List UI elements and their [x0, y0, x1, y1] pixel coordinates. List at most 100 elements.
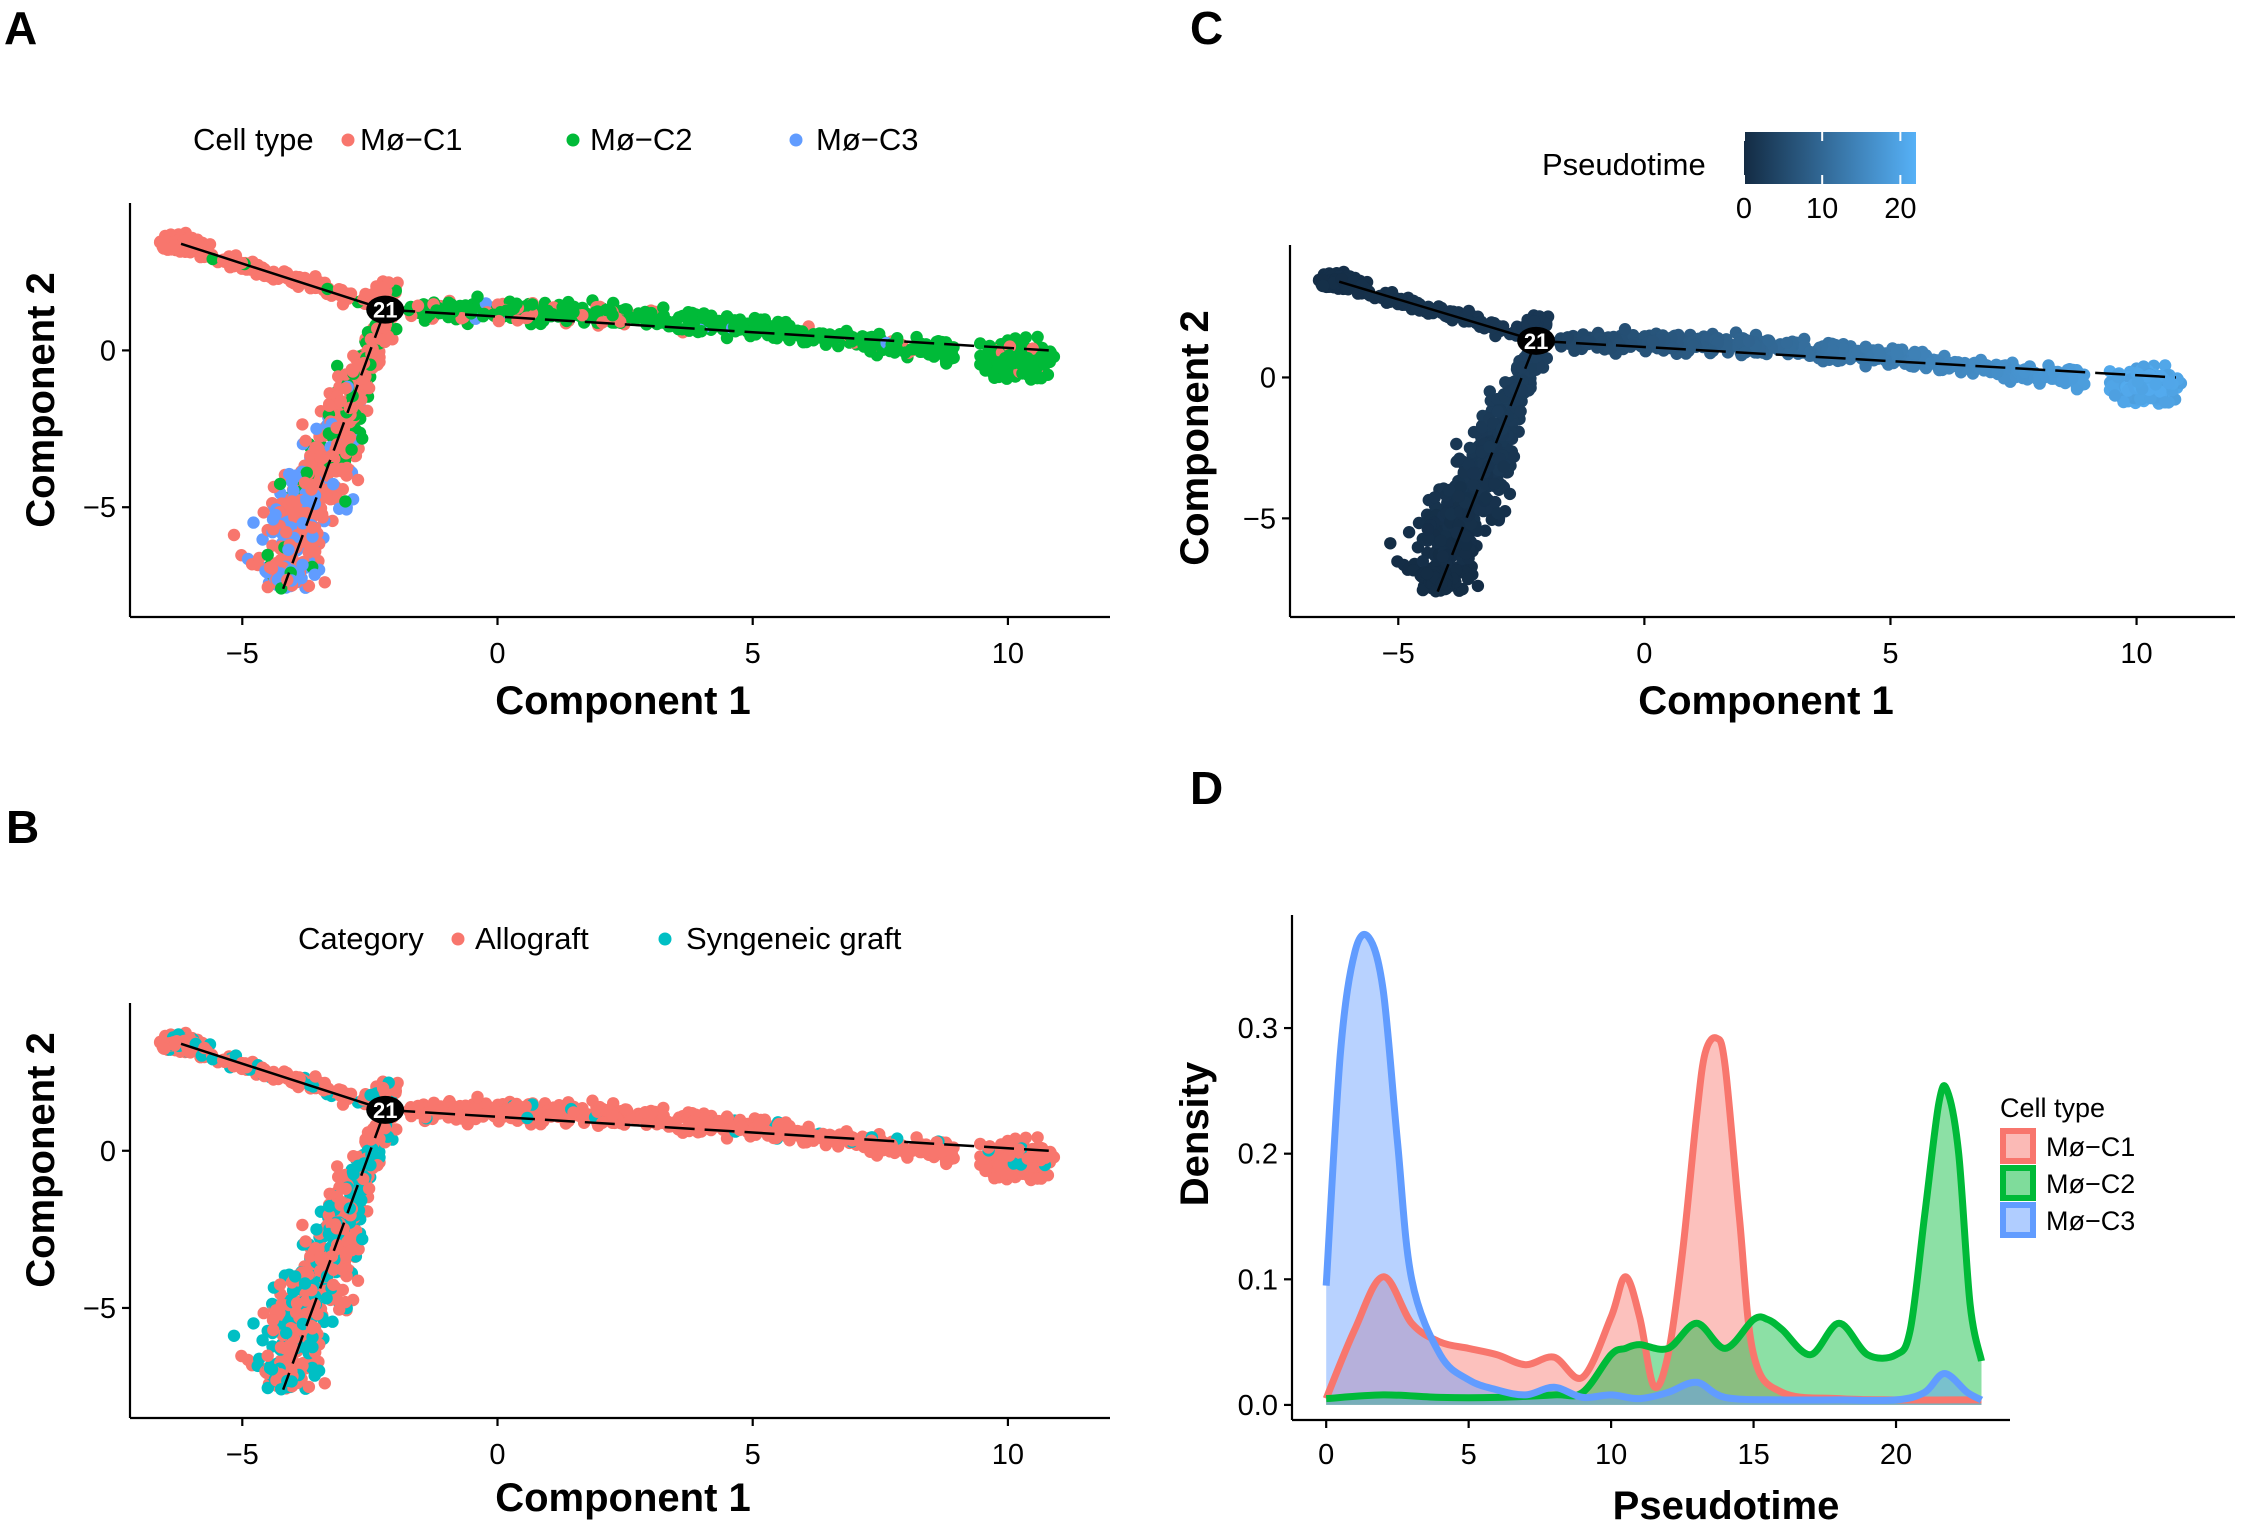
- cell-point: [915, 337, 928, 351]
- trajectory-branch-bottom: [281, 309, 387, 590]
- cell-point: [1483, 440, 1496, 454]
- x-tick-label: −5: [226, 1439, 259, 1471]
- panel-label-a: A: [4, 2, 37, 54]
- panel-c-points: [1312, 265, 2188, 598]
- cell-point: [772, 318, 785, 332]
- cell-point: [296, 517, 310, 530]
- cell-point: [1452, 490, 1465, 503]
- legend-label-allograft: Allograft: [475, 921, 589, 956]
- cell-point: [500, 1104, 513, 1118]
- cell-point: [306, 530, 319, 543]
- cell-point: [1908, 348, 1922, 361]
- cell-point: [339, 1182, 352, 1196]
- cell-point: [639, 305, 652, 319]
- panel-a-points: [153, 226, 1061, 595]
- trajectory-branch-left: [180, 242, 386, 311]
- panel-b-scatter: Category Allograft Syngeneic graft 21 −5…: [19, 921, 1110, 1520]
- cell-point: [327, 477, 340, 491]
- panel-b-legend: Category Allograft Syngeneic graft: [298, 921, 902, 956]
- cell-point: [1463, 441, 1477, 455]
- cell-point: [227, 528, 241, 542]
- cell-point: [282, 543, 295, 556]
- cell-point: [184, 1046, 197, 1059]
- cell-point: [364, 333, 378, 346]
- cell-point: [158, 242, 171, 255]
- cell-point: [1031, 1172, 1044, 1185]
- cell-point: [331, 359, 344, 373]
- cell-point: [288, 1270, 302, 1283]
- cell-point: [336, 483, 349, 496]
- legend-label-syngeneic: Syngeneic graft: [686, 921, 902, 956]
- cell-point: [477, 1108, 491, 1121]
- cell-point: [313, 1251, 327, 1264]
- cell-point: [261, 548, 274, 562]
- cell-point: [302, 579, 316, 593]
- cell-point: [332, 283, 346, 296]
- cell-point: [979, 364, 992, 377]
- cell-point: [447, 305, 460, 318]
- cell-point: [339, 495, 352, 508]
- cell-point: [320, 491, 333, 504]
- cell-point: [300, 466, 313, 479]
- colorbar-tick-label: 0: [1736, 193, 1752, 225]
- cell-point: [2056, 373, 2070, 387]
- panel-a-legend: Cell type Mø−C1 Mø−C2 Mø−C3: [193, 122, 919, 157]
- y-tick-label: 0: [100, 1136, 116, 1168]
- cell-point: [390, 322, 403, 336]
- cell-point: [935, 345, 948, 358]
- cell-point: [345, 443, 358, 456]
- trajectory-branch-left: [180, 1042, 386, 1112]
- cell-point: [1491, 506, 1504, 520]
- cell-point: [1034, 350, 1048, 363]
- cell-point: [318, 1377, 331, 1390]
- cell-point: [266, 1314, 280, 1327]
- cell-point: [1980, 362, 1993, 375]
- x-tick-label: 10: [992, 638, 1024, 670]
- cell-point: [1612, 338, 1626, 351]
- cell-point: [1436, 550, 1450, 563]
- cell-point: [1497, 460, 1510, 473]
- cell-point: [357, 372, 370, 385]
- cell-point: [345, 1244, 358, 1257]
- cell-point: [247, 516, 260, 529]
- cell-point: [979, 1164, 992, 1178]
- cell-point: [184, 246, 197, 259]
- cell-point: [339, 382, 352, 395]
- x-axis-title: Component 1: [495, 1476, 751, 1520]
- cell-point: [1031, 1131, 1044, 1144]
- cell-point: [1450, 437, 1463, 451]
- panel-a-trajectory: 21: [180, 242, 1049, 590]
- cell-point: [280, 1326, 293, 1340]
- cell-point: [1031, 330, 1044, 344]
- cell-point: [1595, 336, 1608, 349]
- cell-point: [306, 521, 319, 534]
- cell-point: [620, 1103, 633, 1116]
- legend-label-c3: Mø−C3: [816, 122, 919, 157]
- cell-point: [356, 432, 369, 445]
- cell-point: [1618, 323, 1632, 336]
- y-tick-label: −5: [83, 492, 116, 524]
- cell-point: [311, 507, 324, 520]
- legend-label-c2: Mø−C2: [590, 122, 693, 157]
- cell-point: [447, 1105, 460, 1119]
- cell-point: [464, 307, 478, 320]
- cell-point: [1420, 567, 1434, 580]
- cell-point: [257, 506, 270, 519]
- cell-point: [411, 299, 425, 312]
- y-axis-title: Component 2: [19, 1032, 63, 1288]
- cell-point: [177, 234, 190, 248]
- cell-point: [310, 422, 323, 435]
- cell-point: [1583, 335, 1597, 348]
- legend-title: Pseudotime: [1542, 147, 1706, 182]
- cell-point: [247, 1317, 260, 1330]
- cell-point: [1467, 467, 1480, 480]
- cell-point: [434, 304, 448, 317]
- cell-point: [261, 580, 274, 594]
- cell-point: [945, 346, 958, 359]
- cell-point: [925, 347, 938, 360]
- legend-title: Category: [298, 921, 424, 956]
- cell-point: [334, 395, 347, 408]
- cell-point: [1034, 1150, 1048, 1164]
- x-tick-label: −5: [226, 638, 259, 670]
- cell-point: [329, 443, 342, 456]
